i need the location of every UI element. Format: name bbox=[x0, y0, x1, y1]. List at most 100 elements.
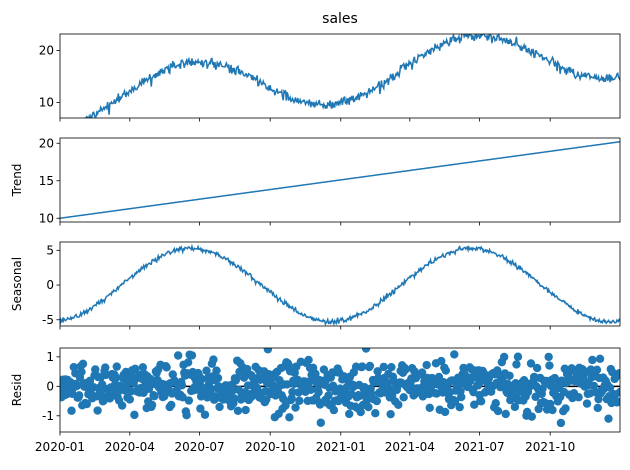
resid-point bbox=[214, 382, 223, 391]
resid-point bbox=[144, 384, 154, 393]
resid-point bbox=[178, 393, 187, 402]
resid-point bbox=[595, 354, 605, 364]
chart-title: sales bbox=[322, 11, 358, 27]
resid-point bbox=[417, 368, 427, 377]
resid-ytick-label-0: -1 bbox=[42, 409, 54, 423]
resid-point bbox=[358, 362, 367, 371]
resid-points bbox=[60, 348, 620, 428]
panel-trend: Trend 10 15 20 bbox=[10, 136, 621, 226]
resid-point bbox=[532, 363, 542, 373]
resid-point bbox=[561, 404, 570, 413]
resid-point bbox=[263, 348, 273, 354]
resid-point bbox=[74, 391, 84, 400]
x-tick-label-5: 2021-04 bbox=[385, 440, 435, 454]
resid-point bbox=[206, 384, 216, 394]
resid-point bbox=[526, 359, 536, 368]
resid-point bbox=[589, 381, 599, 391]
resid-point bbox=[212, 366, 221, 375]
resid-point bbox=[505, 371, 514, 380]
resid-point bbox=[316, 418, 326, 427]
resid-point bbox=[285, 413, 294, 422]
resid-point bbox=[209, 355, 218, 364]
resid-point bbox=[593, 403, 602, 413]
seasonal-ytick-labels: -5 0 5 bbox=[42, 243, 54, 326]
resid-point bbox=[379, 362, 388, 372]
resid-point bbox=[437, 356, 446, 366]
resid-point bbox=[67, 406, 76, 415]
observed-ytick-label-1: 20 bbox=[39, 44, 54, 58]
seasonal-axes-frame bbox=[59, 241, 621, 327]
resid-ytick-labels: -1 0 1 bbox=[42, 350, 54, 423]
resid-point bbox=[373, 367, 382, 376]
resid-point bbox=[324, 391, 333, 400]
resid-point bbox=[177, 381, 187, 390]
trend-axes-frame bbox=[59, 137, 621, 223]
observed-ytick-label-0: 10 bbox=[39, 95, 54, 109]
resid-point bbox=[574, 393, 583, 402]
resid-point bbox=[512, 360, 521, 369]
resid-point bbox=[262, 395, 271, 404]
x-tick-label-7: 2021-10 bbox=[525, 440, 575, 454]
resid-point bbox=[242, 364, 252, 374]
resid-point bbox=[239, 373, 249, 382]
trend-series-line bbox=[60, 141, 620, 219]
seasonal-ytick-label-1: 0 bbox=[46, 278, 54, 292]
panel-resid: Resid -1 0 1 bbox=[10, 347, 621, 436]
resid-point bbox=[182, 410, 191, 420]
resid-point bbox=[613, 397, 620, 406]
resid-point bbox=[111, 373, 121, 382]
resid-point bbox=[78, 359, 88, 369]
resid-point bbox=[173, 351, 183, 360]
seasonal-ytick-label-0: -5 bbox=[42, 313, 54, 327]
x-tick-label-1: 2020-04 bbox=[105, 440, 155, 454]
resid-axis-label: Resid bbox=[10, 374, 24, 406]
resid-point bbox=[213, 373, 223, 383]
resid-point bbox=[425, 403, 434, 412]
resid-point bbox=[493, 406, 503, 416]
panel-observed: 10 20 bbox=[39, 33, 621, 122]
resid-point bbox=[127, 386, 136, 396]
resid-point bbox=[374, 373, 383, 383]
trend-ytick-label-0: 10 bbox=[39, 211, 54, 225]
resid-point bbox=[187, 351, 197, 360]
resid-point bbox=[513, 352, 523, 361]
resid-point bbox=[183, 358, 193, 367]
resid-point bbox=[295, 396, 304, 405]
resid-point bbox=[93, 406, 102, 415]
resid-point bbox=[592, 365, 602, 374]
trend-ytick-label-1: 15 bbox=[39, 174, 54, 188]
resid-point bbox=[401, 365, 410, 375]
resid-point bbox=[82, 399, 92, 409]
x-tick-label-2: 2020-07 bbox=[175, 440, 225, 454]
resid-point bbox=[233, 406, 243, 415]
seasonal-axis-label: Seasonal bbox=[10, 257, 24, 311]
resid-point bbox=[365, 361, 375, 371]
observed-ytick-labels: 10 20 bbox=[39, 44, 54, 110]
resid-point bbox=[282, 380, 292, 389]
resid-point bbox=[364, 402, 373, 412]
resid-point bbox=[510, 402, 520, 412]
resid-point bbox=[455, 403, 464, 412]
resid-point bbox=[476, 397, 486, 406]
resid-point bbox=[582, 399, 592, 408]
observed-axes-frame bbox=[59, 33, 621, 119]
resid-point bbox=[399, 393, 408, 402]
panel-seasonal: Seasonal -5 0 5 bbox=[10, 241, 621, 330]
seasonal-ytick-label-2: 5 bbox=[46, 243, 54, 257]
resid-point bbox=[501, 409, 510, 419]
resid-point bbox=[545, 361, 554, 370]
resid-point bbox=[200, 410, 210, 419]
resid-point bbox=[329, 405, 339, 415]
seasonal-series-line bbox=[60, 243, 620, 326]
resid-point bbox=[232, 374, 241, 383]
resid-point bbox=[138, 363, 148, 372]
x-tick-labels: 2020-01 2020-04 2020-07 2020-10 2021-01 … bbox=[35, 440, 575, 454]
resid-point bbox=[450, 350, 459, 359]
resid-point bbox=[101, 370, 111, 380]
resid-point bbox=[556, 418, 566, 428]
resid-point bbox=[386, 409, 395, 419]
resid-point bbox=[604, 414, 613, 423]
resid-point bbox=[125, 395, 135, 404]
resid-point bbox=[450, 397, 460, 406]
resid-point bbox=[457, 392, 466, 402]
